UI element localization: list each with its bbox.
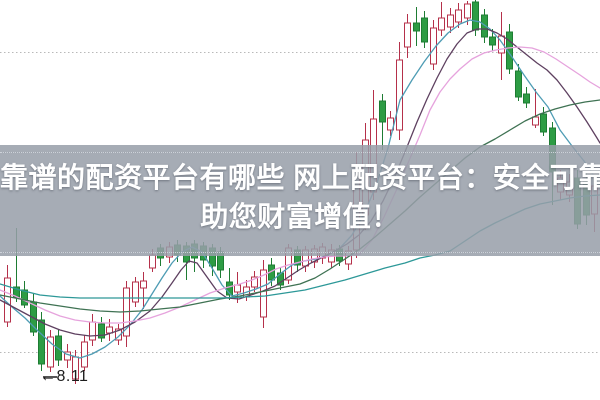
candle-body	[234, 284, 241, 293]
candle-body	[251, 276, 258, 288]
candle-body	[447, 14, 454, 28]
candle-body	[540, 113, 547, 133]
candle-body	[481, 14, 488, 38]
candle-body	[455, 9, 462, 23]
candle-body	[140, 280, 147, 289]
candle-body	[472, 1, 479, 31]
candle-body	[132, 281, 139, 303]
candle-body	[532, 116, 539, 126]
gridline-over-banner	[0, 152, 600, 153]
gridline-over-banner	[0, 252, 600, 253]
candle-body	[81, 341, 88, 368]
candle-body	[89, 321, 96, 341]
ma-mid-pink	[0, 46, 600, 324]
headline-banner: 靠谱的配资平台有哪些 网上配资平台：安全可靠， 助您财富增值！	[0, 145, 600, 256]
candle-body	[379, 100, 386, 123]
candle-body	[396, 59, 403, 131]
candle-body	[38, 319, 45, 365]
candle-body	[464, 3, 471, 19]
candle-body	[506, 31, 513, 70]
candle-body	[438, 17, 445, 31]
candle-body	[149, 254, 156, 269]
candle-body	[260, 269, 267, 318]
candle-body	[106, 326, 113, 334]
candle-body	[421, 17, 428, 43]
headline-line-2: 助您财富增值！	[200, 201, 400, 232]
candle-body	[21, 289, 28, 306]
candle-body	[115, 328, 122, 341]
candle-body	[489, 36, 496, 46]
price-low-label: ←8.11	[40, 368, 89, 385]
candle-body	[47, 336, 54, 368]
candle-body	[4, 277, 11, 323]
candle-body	[98, 323, 105, 339]
candle-body	[413, 22, 420, 32]
headline-line-1: 靠谱的配资平台有哪些 网上配资平台：安全可靠，	[0, 162, 600, 193]
candle-body	[64, 351, 71, 361]
ma-slow-green	[0, 99, 600, 313]
candle-body	[515, 70, 522, 98]
candle-body	[226, 281, 233, 296]
headline-text: 靠谱的配资平台有哪些 网上配资平台：安全可靠， 助您财富增值！	[0, 158, 600, 236]
candle-body	[523, 93, 530, 104]
candle-body	[404, 22, 411, 48]
